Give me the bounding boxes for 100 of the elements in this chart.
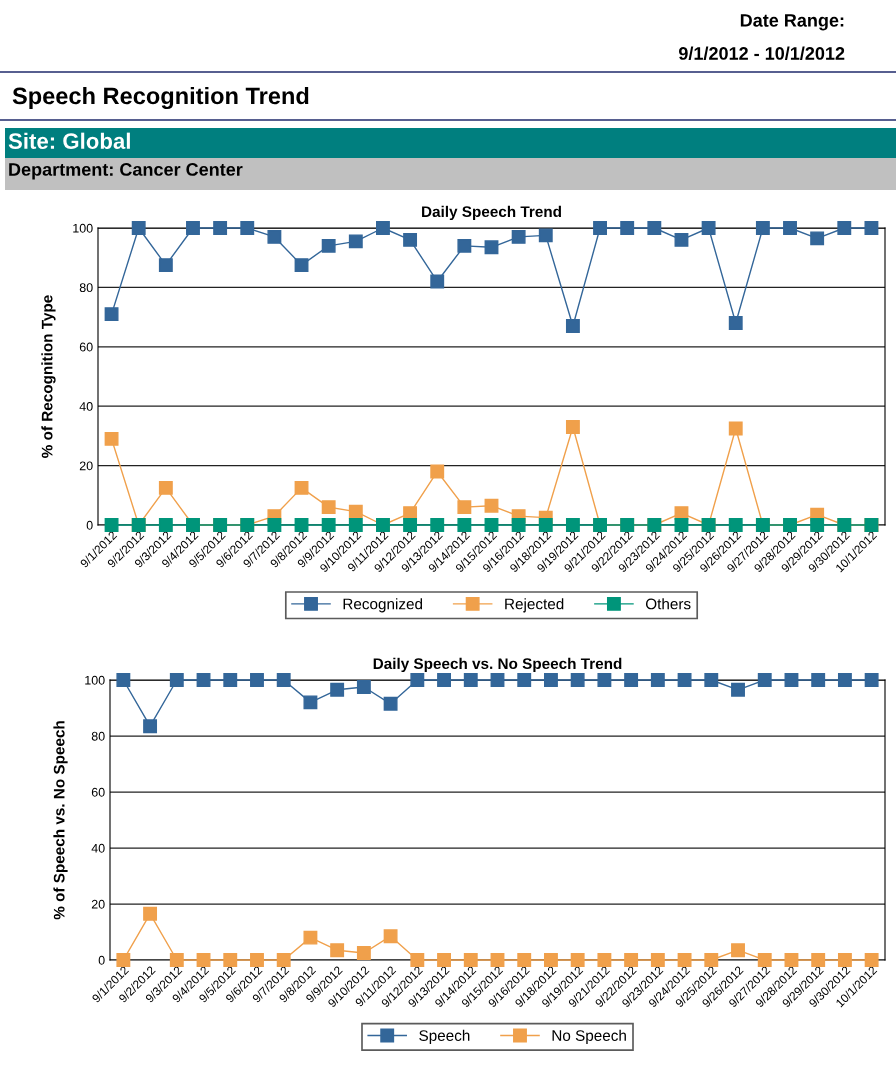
point	[169, 673, 184, 687]
point	[837, 953, 852, 967]
point	[784, 673, 799, 687]
y-tick-label: 0	[86, 520, 93, 530]
y-tick-label: 60	[91, 787, 105, 797]
point	[677, 953, 692, 967]
point	[810, 231, 825, 246]
point	[544, 953, 558, 967]
point	[348, 518, 363, 532]
point	[116, 673, 131, 687]
point	[810, 518, 825, 532]
point	[294, 518, 309, 532]
point	[565, 319, 580, 333]
point	[223, 673, 238, 687]
point	[593, 221, 607, 235]
point	[267, 518, 282, 532]
point	[490, 953, 505, 967]
point	[463, 953, 478, 967]
point	[104, 307, 119, 322]
point	[383, 929, 398, 944]
point	[356, 680, 371, 694]
y-tick-label: 40	[79, 402, 93, 411]
point	[348, 504, 363, 519]
point	[511, 229, 526, 244]
point	[321, 518, 336, 532]
point	[403, 232, 418, 247]
point	[430, 518, 445, 532]
legend-label: Speech	[419, 1029, 470, 1044]
point	[784, 953, 799, 967]
point	[376, 221, 390, 235]
point	[294, 258, 309, 273]
point	[755, 221, 770, 235]
chart-title: Daily Speech Trend	[422, 205, 561, 221]
legend-label: Others	[645, 598, 691, 610]
point	[647, 221, 662, 235]
point	[276, 953, 291, 967]
point	[348, 234, 363, 249]
point	[544, 673, 558, 687]
point	[864, 673, 879, 687]
point	[511, 518, 526, 532]
legend-label: Rejected	[505, 598, 564, 613]
point	[169, 953, 184, 967]
point	[267, 229, 282, 244]
point	[463, 673, 478, 687]
point	[731, 682, 745, 697]
point	[104, 518, 119, 532]
point	[196, 953, 211, 967]
point	[158, 258, 173, 273]
point	[437, 673, 451, 687]
point	[864, 953, 879, 967]
point	[811, 673, 826, 687]
y-tick-label: 60	[79, 342, 93, 352]
point	[538, 518, 553, 532]
point	[250, 673, 264, 687]
point	[565, 518, 580, 532]
point	[143, 719, 158, 734]
text: Site: Global	[8, 132, 130, 149]
point	[484, 518, 499, 532]
point	[457, 500, 472, 515]
legend-label: Recognized	[343, 598, 423, 613]
point	[430, 274, 445, 289]
point	[213, 221, 228, 235]
point	[704, 953, 719, 967]
point	[490, 673, 505, 687]
point	[757, 673, 772, 687]
text: Date Range:	[740, 14, 844, 31]
point	[597, 673, 612, 687]
point	[303, 695, 318, 710]
y-tick-label: 80	[79, 283, 93, 293]
point	[321, 500, 336, 515]
legend-label: No Speech	[552, 1029, 626, 1044]
point	[143, 906, 158, 921]
point	[303, 930, 318, 945]
point	[403, 518, 418, 532]
point	[186, 221, 200, 235]
point	[484, 240, 499, 255]
point	[674, 518, 689, 532]
point	[517, 673, 532, 687]
chart-title: Daily Speech vs. No Speech Trend	[373, 657, 622, 673]
point	[430, 464, 445, 479]
point	[116, 953, 131, 967]
y-tick-label: 0	[98, 955, 105, 965]
point	[457, 518, 472, 532]
point	[437, 953, 451, 967]
point	[757, 953, 772, 967]
y-tick-label: 20	[79, 461, 93, 471]
point	[410, 673, 425, 687]
point	[731, 943, 745, 958]
point	[158, 518, 173, 532]
y-tick-label: 80	[91, 731, 105, 741]
point	[624, 953, 639, 967]
point	[597, 953, 612, 967]
point	[674, 232, 689, 247]
point	[624, 673, 639, 687]
point	[410, 953, 425, 967]
point	[538, 228, 553, 243]
text: Speech Recognition Trend	[12, 86, 309, 110]
point	[131, 221, 146, 235]
point	[457, 238, 472, 253]
y-axis-title: % of Speech vs. No Speech	[53, 721, 68, 920]
